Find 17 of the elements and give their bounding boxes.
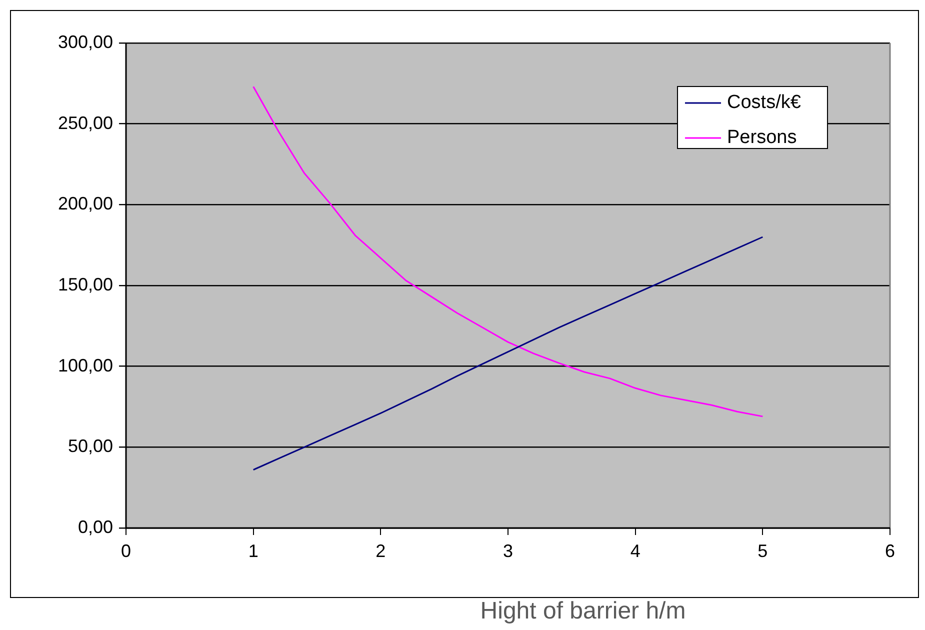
y-tick-label: 0,00 [78, 516, 113, 537]
legend-label: Costs/k€ [727, 92, 802, 114]
x-tick-label: 0 [120, 540, 132, 561]
y-tick-label: 300,00 [58, 32, 113, 52]
x-tick-label: 6 [884, 540, 896, 561]
x-axis-title: Hight of barrier h/m [480, 598, 686, 625]
x-tick-label: 1 [248, 540, 258, 561]
legend-label: Persons [727, 127, 797, 148]
x-tick-label: 5 [758, 540, 768, 561]
y-tick-label: 100,00 [58, 355, 113, 376]
x-tick-label: 2 [376, 540, 386, 561]
x-tick-label: 3 [502, 540, 514, 561]
y-tick-label: 50,00 [68, 436, 113, 456]
y-tick-label: 150,00 [58, 274, 113, 294]
y-tick-label: 250,00 [58, 112, 113, 133]
x-tick-label: 4 [630, 540, 640, 561]
y-tick-label: 200,00 [58, 194, 113, 214]
